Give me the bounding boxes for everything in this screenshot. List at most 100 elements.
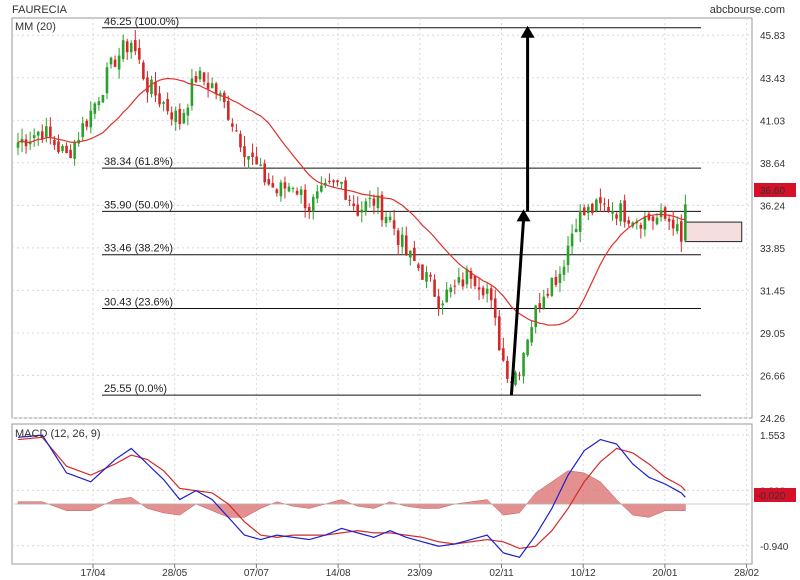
candle-body (526, 339, 529, 356)
candle-body (469, 270, 473, 279)
candle-body (81, 123, 85, 137)
candle-body (619, 203, 622, 222)
candle-body (659, 210, 663, 218)
candle-body (210, 83, 214, 89)
price-y-tick-label: 38.64 (760, 159, 785, 170)
candle-body (198, 70, 202, 80)
candle-body (376, 195, 380, 209)
candle-body (473, 275, 477, 287)
candle-body (384, 217, 388, 224)
candle-body (45, 126, 48, 137)
candle-body (518, 374, 521, 376)
candle-body (679, 221, 683, 242)
x-tick-label: 14/08 (326, 568, 351, 579)
x-axis-layer: 17/04 28/05 07/07 14/08 23/09 02/11 10/12 20/01… (80, 564, 760, 579)
last-price-tag: 36.60 (760, 186, 785, 197)
moving-average-layer (17, 77, 686, 326)
candle-body (396, 230, 400, 246)
candle-body (352, 203, 355, 207)
candle-body (445, 289, 449, 303)
candle-body (421, 264, 424, 280)
macd-line (17, 434, 686, 559)
candle-body (497, 316, 501, 351)
candle-body (542, 296, 546, 309)
candle-body (372, 198, 376, 206)
candle-body (283, 182, 287, 189)
candle-body (502, 348, 505, 361)
candle-body (307, 206, 311, 212)
candle-body (457, 277, 461, 283)
price-y-tick-label: 45.83 (760, 31, 785, 42)
candle-body (162, 102, 165, 104)
candle-body (550, 278, 554, 296)
trend-arrow-head (520, 25, 535, 38)
candle-body (599, 197, 602, 204)
candles-layer (16, 29, 687, 387)
target-zone (684, 221, 743, 243)
candle-body (259, 164, 262, 166)
price-y-tick-label: 29.05 (760, 329, 785, 340)
macd-y-tick-label: -0.940 (760, 542, 789, 553)
candle-body (235, 130, 238, 132)
candle-body (360, 209, 364, 213)
arrows-layer (509, 25, 535, 396)
candle-body (105, 67, 109, 94)
symbol-title: FAURECIA (12, 4, 68, 16)
ma-legend: MM (20) (15, 21, 56, 33)
last-price-tag-bg (754, 183, 796, 197)
candle-body (409, 250, 412, 258)
candle-body (538, 303, 542, 309)
candle-body (69, 149, 72, 159)
candle-body (275, 189, 279, 194)
candle-body (57, 141, 60, 153)
candle-body (554, 277, 558, 286)
candle-body (368, 197, 372, 199)
candle-body (222, 92, 226, 103)
macd-lines-layer (17, 434, 686, 559)
x-tick-label: 20/01 (652, 568, 677, 579)
candle-body (493, 298, 497, 318)
candle-body (170, 112, 173, 120)
candle-body (251, 152, 254, 158)
candle-body (194, 75, 198, 83)
x-tick-label: 07/07 (244, 568, 269, 579)
last-macd-tag: -0.020 (757, 491, 786, 502)
candle-body (461, 279, 465, 287)
x-tick-label: 23/09 (407, 568, 432, 579)
candle-body (291, 188, 295, 190)
candle-body (303, 189, 307, 209)
candle-body (546, 293, 550, 296)
candle-body (643, 216, 647, 230)
candle-body (315, 191, 319, 199)
candle-body (667, 218, 671, 222)
candle-body (267, 179, 271, 185)
x-tick-label: 17/04 (80, 568, 105, 579)
trend-arrow-shaft (509, 219, 526, 396)
candle-body (73, 141, 76, 159)
candle-body (287, 186, 291, 192)
candle-body (429, 274, 432, 277)
candle-body (671, 219, 675, 229)
price-y-tick-label: 24.26 (760, 414, 785, 425)
candle-body (400, 234, 404, 247)
candle-body (231, 123, 234, 127)
macd-y-tick-label: 1.553 (760, 431, 785, 442)
candle-body (328, 180, 331, 183)
candle-body (93, 103, 97, 114)
candle-body (425, 272, 428, 282)
candle-body (570, 233, 574, 247)
candle-body (146, 77, 149, 93)
candle-body (16, 142, 20, 148)
candle-body (295, 190, 299, 195)
candle-body (218, 93, 222, 96)
candle-body (437, 296, 440, 309)
x-tick-label: 28/05 (162, 568, 187, 579)
candle-body (89, 110, 93, 128)
candle-body (166, 98, 169, 112)
x-tick-label: 28/02 (734, 568, 759, 579)
candle-body (603, 203, 606, 205)
fibonacci-label: 33.46 (38.2%) (104, 243, 173, 255)
price-y-tick-label: 41.03 (760, 116, 785, 127)
